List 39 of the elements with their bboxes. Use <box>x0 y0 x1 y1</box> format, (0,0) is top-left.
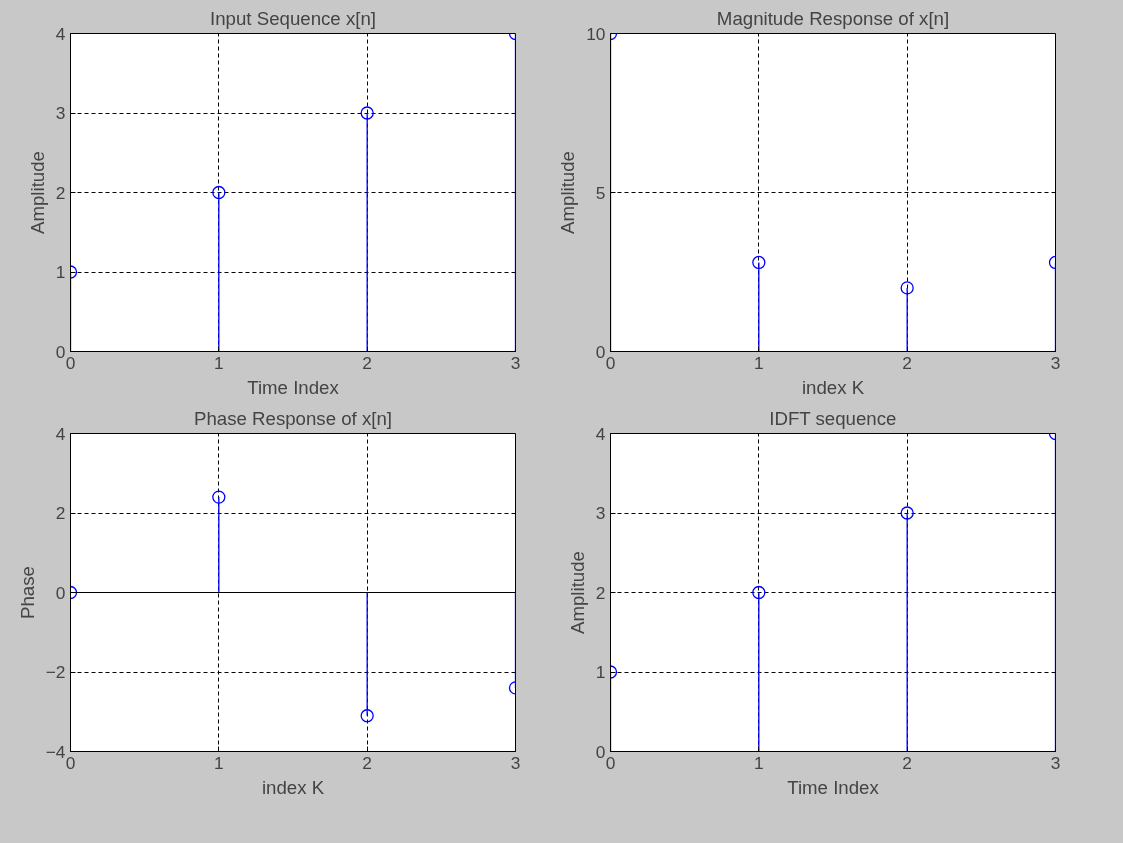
chart-title: Input Sequence x[n] <box>210 7 376 29</box>
x-tick-label: 1 <box>754 752 764 773</box>
y-tick-label: 3 <box>55 103 66 123</box>
chart-title: Phase Response of x[n] <box>193 407 393 429</box>
y-tick-label: 0 <box>55 582 66 603</box>
y-axis-title: Amplitude <box>566 551 588 634</box>
x-tick-label: 3 <box>1050 352 1061 373</box>
x-tick-label: 3 <box>510 752 521 773</box>
y-tick-label: −2 <box>45 662 66 682</box>
x-tick-label: 1 <box>754 352 764 373</box>
y-tick-label: 2 <box>55 182 66 203</box>
y-axis-title: Amplitude <box>557 151 579 234</box>
y-tick-label: 4 <box>595 423 606 444</box>
x-tick-label: 2 <box>902 352 912 373</box>
y-tick-label: 5 <box>595 182 606 203</box>
y-tick-label: 1 <box>595 662 606 682</box>
y-tick-label: 1 <box>55 262 66 282</box>
x-axis-title: index K <box>801 376 865 398</box>
y-tick-label: 10 <box>586 23 606 44</box>
y-tick-label: 3 <box>595 503 606 523</box>
x-tick-label: 2 <box>362 352 372 373</box>
x-tick-label: 3 <box>1050 752 1061 773</box>
x-tick-label: 1 <box>214 352 224 373</box>
x-tick-label: 3 <box>510 352 521 373</box>
chart-title: Magnitude Response of x[n] <box>716 7 950 29</box>
x-axis-title: Time Index <box>787 776 880 798</box>
x-tick-label: 2 <box>902 752 912 773</box>
x-tick-label: 1 <box>214 752 224 773</box>
y-tick-label: 4 <box>55 23 66 44</box>
y-tick-label: −4 <box>45 741 66 762</box>
x-axis-title: index K <box>261 776 325 798</box>
chart-title: IDFT sequence <box>769 407 897 429</box>
y-axis-title: Phase <box>16 566 38 619</box>
y-tick-label: 4 <box>55 423 66 444</box>
y-axis-title: Amplitude <box>26 151 48 234</box>
x-axis-title: Time Index <box>247 376 340 398</box>
y-tick-label: 2 <box>595 582 606 603</box>
x-tick-label: 2 <box>362 752 372 773</box>
y-tick-label: 2 <box>55 503 66 523</box>
